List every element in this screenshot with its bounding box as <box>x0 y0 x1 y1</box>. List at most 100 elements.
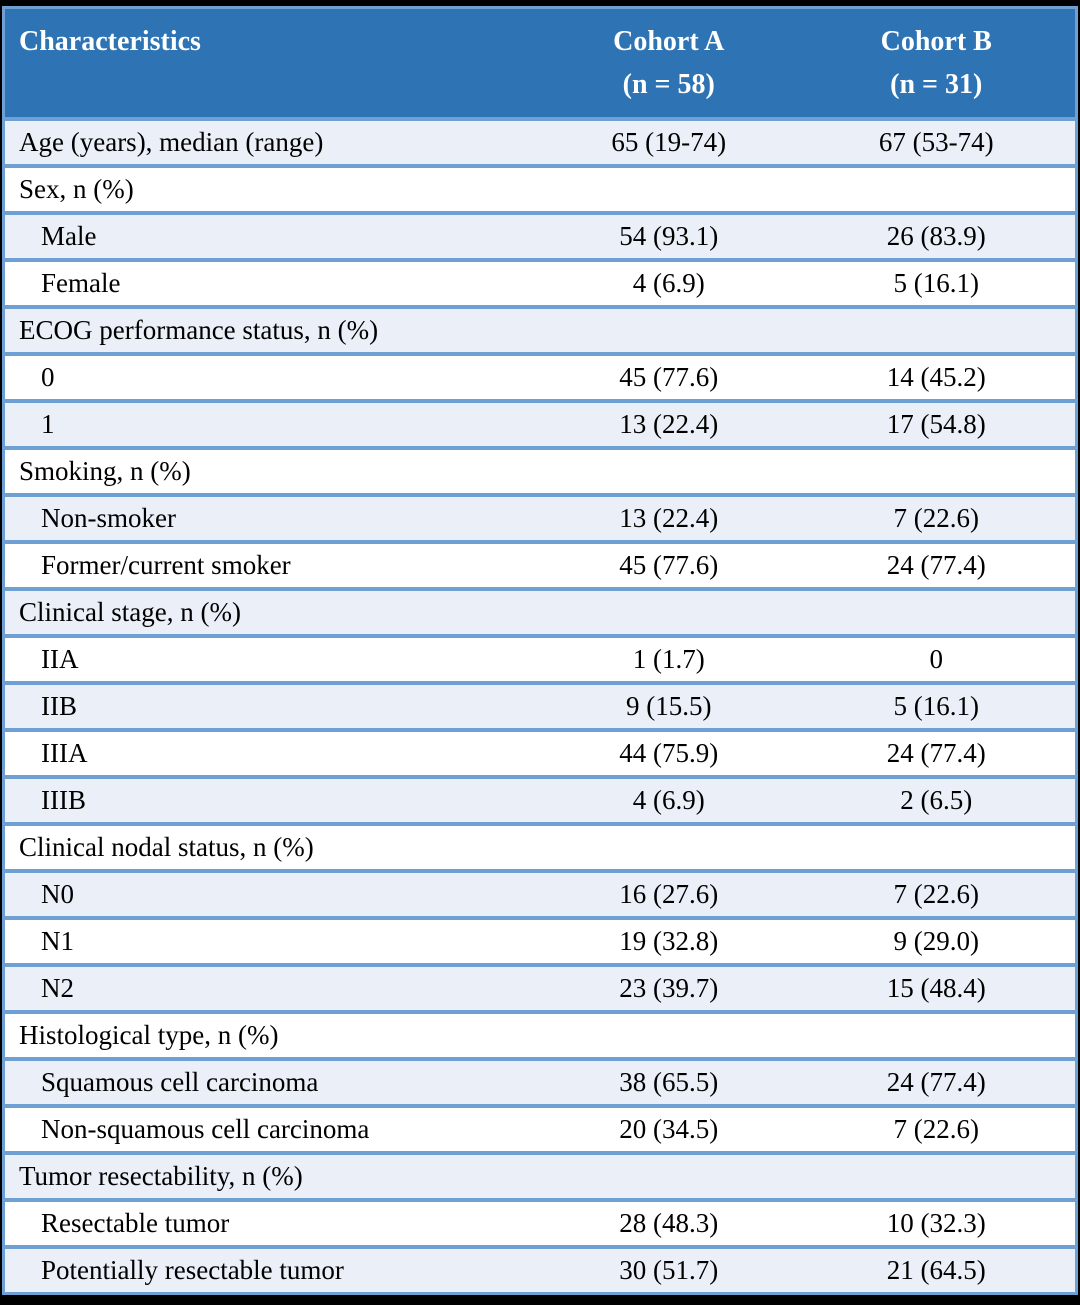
cohort-b-value: 67 (53-74) <box>797 119 1077 168</box>
cohort-b-value: 10 (32.3) <box>797 1200 1077 1249</box>
row-label: N2 <box>3 965 540 1014</box>
cohort-b-value: 24 (77.4) <box>797 730 1077 779</box>
row-label: Clinical nodal status, n (%) <box>3 824 540 873</box>
cohort-b-value: 15 (48.4) <box>797 965 1077 1014</box>
row-label: Squamous cell carcinoma <box>3 1059 540 1108</box>
cohort-b-value <box>797 166 1077 215</box>
cohort-a-value: 13 (22.4) <box>540 495 798 544</box>
cohort-b-value <box>797 1012 1077 1061</box>
row-label: IIA <box>3 636 540 685</box>
cohort-a-value: 20 (34.5) <box>540 1106 798 1155</box>
row-label: Female <box>3 260 540 309</box>
cohort-a-name: Cohort A <box>613 26 725 57</box>
row-label: Male <box>3 213 540 262</box>
row-label: 0 <box>3 354 540 403</box>
table-row: ECOG performance status, n (%) <box>3 307 1077 356</box>
cohort-a-value <box>540 166 798 215</box>
row-label: Non-squamous cell carcinoma <box>3 1106 540 1155</box>
row-label: N0 <box>3 871 540 920</box>
table-row: Female 4 (6.9) 5 (16.1) <box>3 260 1077 309</box>
cohort-a-n: (n = 58) <box>622 69 715 100</box>
table-row: Tumor resectability, n (%) <box>3 1153 1077 1202</box>
cohort-b-value: 5 (16.1) <box>797 683 1077 732</box>
table-body: Age (years), median (range) 65 (19-74) 6… <box>3 119 1077 1294</box>
cohort-b-value: 9 (29.0) <box>797 918 1077 967</box>
cohort-b-value: 21 (64.5) <box>797 1247 1077 1294</box>
cohort-a-value: 1 (1.7) <box>540 636 798 685</box>
row-label: 1 <box>3 401 540 450</box>
row-label: ECOG performance status, n (%) <box>3 307 540 356</box>
header-characteristics-label: Characteristics <box>19 26 201 57</box>
table-row: IIA 1 (1.7) 0 <box>3 636 1077 685</box>
table-row: Resectable tumor 28 (48.3) 10 (32.3) <box>3 1200 1077 1249</box>
row-label: Age (years), median (range) <box>3 119 540 168</box>
table-row: N1 19 (32.8) 9 (29.0) <box>3 918 1077 967</box>
table-row: Histological type, n (%) <box>3 1012 1077 1061</box>
header-row: Characteristics Cohort A (n = 58) Cohort… <box>3 7 1077 121</box>
cohort-b-value <box>797 307 1077 356</box>
table-row: Non-squamous cell carcinoma 20 (34.5) 7 … <box>3 1106 1077 1155</box>
cohort-b-n: (n = 31) <box>890 69 983 100</box>
row-label: IIB <box>3 683 540 732</box>
row-label: IIIB <box>3 777 540 826</box>
bottom-frame-bar <box>0 1295 1080 1305</box>
cohort-a-value: 16 (27.6) <box>540 871 798 920</box>
characteristics-table-wrap: Characteristics Cohort A (n = 58) Cohort… <box>2 6 1078 1295</box>
table-row: Squamous cell carcinoma 38 (65.5) 24 (77… <box>3 1059 1077 1108</box>
table-header: Characteristics Cohort A (n = 58) Cohort… <box>3 7 1077 121</box>
cohort-b-value: 7 (22.6) <box>797 871 1077 920</box>
row-label: Potentially resectable tumor <box>3 1247 540 1294</box>
table-row: Sex, n (%) <box>3 166 1077 215</box>
cohort-b-value: 7 (22.6) <box>797 1106 1077 1155</box>
cohort-a-value: 4 (6.9) <box>540 777 798 826</box>
cohort-a-value: 23 (39.7) <box>540 965 798 1014</box>
cohort-a-value: 30 (51.7) <box>540 1247 798 1294</box>
row-label: Tumor resectability, n (%) <box>3 1153 540 1202</box>
cohort-b-value: 17 (54.8) <box>797 401 1077 450</box>
row-label: Smoking, n (%) <box>3 448 540 497</box>
header-cohort-b: Cohort B (n = 31) <box>797 7 1077 121</box>
cohort-b-value: 7 (22.6) <box>797 495 1077 544</box>
cohort-b-value: 14 (45.2) <box>797 354 1077 403</box>
cohort-a-value: 4 (6.9) <box>540 260 798 309</box>
table-row: Former/current smoker 45 (77.6) 24 (77.4… <box>3 542 1077 591</box>
row-label: N1 <box>3 918 540 967</box>
table-row: IIB 9 (15.5) 5 (16.1) <box>3 683 1077 732</box>
table-row: Potentially resectable tumor 30 (51.7) 2… <box>3 1247 1077 1294</box>
row-label: IIIA <box>3 730 540 779</box>
cohort-a-value <box>540 824 798 873</box>
cohort-a-value: 54 (93.1) <box>540 213 798 262</box>
cohort-b-value: 2 (6.5) <box>797 777 1077 826</box>
cohort-b-value <box>797 824 1077 873</box>
cohort-a-value: 45 (77.6) <box>540 542 798 591</box>
table-row: IIIA 44 (75.9) 24 (77.4) <box>3 730 1077 779</box>
header-characteristics: Characteristics <box>3 7 540 121</box>
cohort-b-value <box>797 448 1077 497</box>
cohort-a-value <box>540 1153 798 1202</box>
cohort-b-value: 0 <box>797 636 1077 685</box>
header-cohort-a: Cohort A (n = 58) <box>540 7 798 121</box>
table-row: Smoking, n (%) <box>3 448 1077 497</box>
row-label: Resectable tumor <box>3 1200 540 1249</box>
cohort-a-value: 9 (15.5) <box>540 683 798 732</box>
table-row: Clinical nodal status, n (%) <box>3 824 1077 873</box>
cohort-b-value: 5 (16.1) <box>797 260 1077 309</box>
cohort-b-value <box>797 1153 1077 1202</box>
cohort-a-value: 13 (22.4) <box>540 401 798 450</box>
table-row: N0 16 (27.6) 7 (22.6) <box>3 871 1077 920</box>
row-label: Sex, n (%) <box>3 166 540 215</box>
cohort-b-value: 26 (83.9) <box>797 213 1077 262</box>
table-row: N2 23 (39.7) 15 (48.4) <box>3 965 1077 1014</box>
characteristics-table: Characteristics Cohort A (n = 58) Cohort… <box>2 6 1078 1295</box>
table-row: Clinical stage, n (%) <box>3 589 1077 638</box>
cohort-a-value <box>540 1012 798 1061</box>
table-row: Age (years), median (range) 65 (19-74) 6… <box>3 119 1077 168</box>
cohort-a-value: 44 (75.9) <box>540 730 798 779</box>
table-row: IIIB 4 (6.9) 2 (6.5) <box>3 777 1077 826</box>
cohort-b-value <box>797 589 1077 638</box>
row-label: Former/current smoker <box>3 542 540 591</box>
cohort-a-value: 45 (77.6) <box>540 354 798 403</box>
cohort-a-value: 65 (19-74) <box>540 119 798 168</box>
cohort-a-value: 38 (65.5) <box>540 1059 798 1108</box>
